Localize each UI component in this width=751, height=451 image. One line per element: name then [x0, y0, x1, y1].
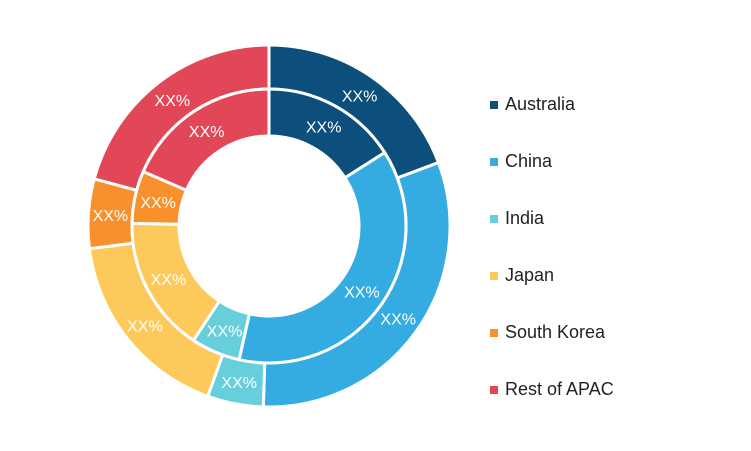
inner-data-label: XX%	[344, 284, 380, 301]
legend-label: Japan	[505, 265, 555, 285]
legend-label: Australia	[505, 94, 576, 114]
legend-swatch	[490, 271, 498, 280]
inner-data-label: XX%	[140, 195, 176, 212]
outer-data-label: XX%	[155, 93, 191, 110]
outer-data-label: XX%	[127, 318, 163, 335]
legend-swatch	[490, 328, 498, 337]
outer-data-label: XX%	[93, 208, 129, 225]
legend-item-india: India	[490, 190, 614, 247]
outer-data-label: XX%	[380, 312, 416, 329]
legend-item-rest-of-apac: Rest of APAC	[490, 361, 614, 418]
inner-slice-china	[237, 150, 408, 365]
legend-label: China	[505, 151, 553, 171]
legend-swatch	[490, 385, 498, 394]
legend-item-china: China	[490, 133, 614, 190]
outer-data-label: XX%	[342, 88, 378, 105]
legend-label: Rest of APAC	[505, 379, 614, 399]
legend-item-australia: Australia	[490, 76, 614, 133]
inner-data-label: XX%	[207, 323, 243, 340]
legend-swatch	[490, 100, 498, 109]
outer-data-label: XX%	[221, 375, 257, 392]
inner-data-label: XX%	[306, 120, 342, 137]
legend-swatch	[490, 214, 498, 223]
inner-data-label: XX%	[151, 272, 187, 289]
legend-label: India	[505, 208, 545, 228]
legend-swatch	[490, 157, 498, 166]
inner-data-label: XX%	[189, 124, 225, 141]
legend-label: South Korea	[505, 322, 606, 342]
legend: Australia China India Japan South Korea Rest …	[490, 76, 614, 418]
legend-item-south-korea: South Korea	[490, 304, 614, 361]
inner-slice-rest-of-apac	[141, 87, 271, 193]
legend-item-japan: Japan	[490, 247, 614, 304]
